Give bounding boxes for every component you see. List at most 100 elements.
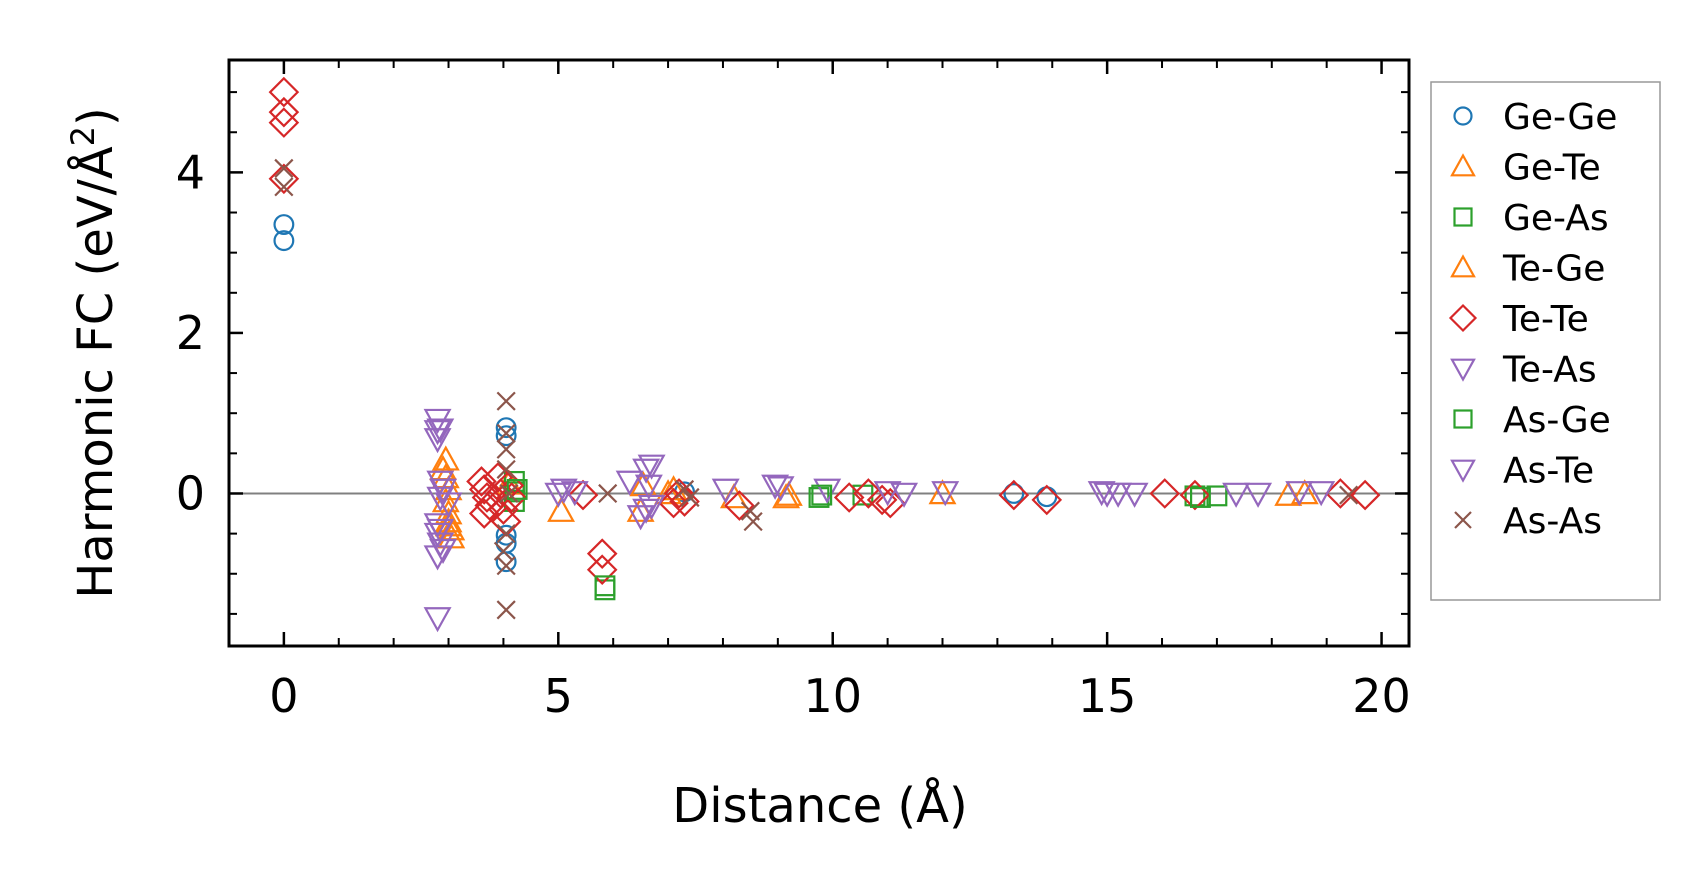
data-point	[743, 511, 763, 532]
data-point	[1290, 479, 1319, 505]
data-point	[637, 454, 666, 480]
data-point	[1325, 478, 1356, 509]
data-point	[466, 466, 497, 497]
data-point	[1285, 481, 1314, 507]
x-tick-label: 20	[1352, 669, 1411, 723]
legend-label: As-Ge	[1503, 400, 1611, 441]
legend-entry: Te-Te	[1448, 299, 1589, 340]
data-point	[928, 479, 957, 505]
legend-entry: As-Ge	[1453, 400, 1611, 441]
data-point	[931, 481, 960, 507]
legend-entry: As-Te	[1450, 451, 1594, 492]
legend-marker	[1450, 153, 1476, 177]
legend-label: Ge-As	[1503, 198, 1609, 239]
data-point	[833, 482, 865, 513]
data-point	[426, 470, 455, 496]
data-point	[1189, 487, 1211, 508]
data-point	[1120, 482, 1149, 508]
data-point	[998, 479, 1030, 511]
y-tick-label: 2	[176, 306, 205, 360]
series-as-te	[426, 418, 1133, 565]
data-point	[1349, 479, 1381, 511]
legend-marker	[1450, 254, 1476, 278]
legend-label: Te-As	[1502, 350, 1597, 391]
data-point	[431, 445, 460, 471]
legend-entry: Te-As	[1450, 350, 1597, 391]
data-point	[658, 487, 689, 519]
plot-area-frame	[227, 58, 1411, 648]
data-point	[268, 107, 300, 138]
x-axis-label: Distance (Å)	[672, 777, 967, 834]
data-point	[1031, 484, 1063, 516]
data-point	[496, 439, 516, 459]
data-point	[426, 418, 455, 444]
data-point	[890, 482, 919, 508]
legend-items: Ge-Ge Ge-Te Ge-As Te-Ge Te-Te Te-As As-Ge As-Te…	[1448, 97, 1617, 542]
data-point	[1149, 478, 1181, 509]
data-point	[1087, 481, 1116, 507]
legend-marker	[1453, 207, 1473, 227]
data-point	[496, 391, 516, 411]
data-point	[495, 524, 517, 546]
data-point	[1222, 482, 1251, 508]
data-point	[1104, 482, 1133, 508]
x-tick-label: 0	[269, 669, 298, 723]
data-point	[268, 163, 300, 195]
data-point	[499, 483, 519, 504]
data-point	[1244, 482, 1273, 508]
data-point	[634, 474, 663, 500]
tick-labels: 0 5 10 15 20 0 2 4	[176, 145, 1411, 723]
data-point	[274, 158, 294, 178]
data-point	[1339, 485, 1359, 505]
data-point	[490, 506, 522, 537]
legend-label: Te-Ge	[1502, 249, 1605, 290]
data-point	[586, 538, 618, 569]
legend-marker	[1448, 303, 1478, 333]
data-point	[485, 478, 516, 509]
data-point	[547, 496, 576, 522]
legend-entry: Te-Ge	[1450, 249, 1605, 290]
data-point	[268, 96, 300, 128]
data-point	[495, 425, 517, 447]
data-point	[1179, 479, 1211, 511]
data-point	[495, 417, 517, 439]
data-points	[268, 76, 1381, 633]
data-point	[853, 478, 884, 509]
data-point	[468, 498, 500, 529]
x-tick-label: 15	[1078, 669, 1137, 723]
data-point	[680, 487, 700, 508]
data-point	[567, 479, 599, 511]
data-point	[615, 470, 644, 496]
data-point	[663, 478, 695, 509]
data-point	[632, 458, 661, 484]
series-te-te	[268, 76, 1381, 586]
data-point	[766, 476, 795, 502]
legend-marker	[1450, 358, 1476, 382]
series-as-ge	[506, 479, 1211, 597]
data-point	[1184, 485, 1206, 507]
data-point	[549, 478, 578, 504]
data-point	[429, 478, 458, 504]
data-point	[496, 556, 516, 576]
data-point	[711, 478, 740, 504]
y-axis-label: Harmonic FC (eV/Å2)	[64, 107, 124, 599]
legend: Ge-Ge Ge-Te Ge-As Te-Ge Te-Te Te-As As-Ge As-Te…	[1430, 81, 1661, 601]
y-axis-label-main: Harmonic FC (eV/Å	[67, 146, 124, 599]
series-as-as	[274, 158, 1359, 620]
data-point	[761, 474, 790, 500]
data-point	[423, 420, 452, 446]
data-point	[496, 600, 516, 620]
data-point	[654, 479, 683, 505]
data-point	[423, 545, 452, 571]
legend-marker	[1453, 106, 1473, 126]
data-point	[488, 494, 519, 525]
data-point	[274, 177, 294, 197]
legend-label: As-Te	[1503, 451, 1594, 492]
y-axis-label-close: )	[68, 107, 124, 126]
y-tick-label: 4	[176, 145, 205, 199]
x-tick-label: 10	[803, 669, 862, 723]
data-point	[813, 478, 842, 504]
data-point	[471, 482, 503, 513]
data-point	[423, 428, 452, 454]
data-point	[669, 486, 700, 517]
